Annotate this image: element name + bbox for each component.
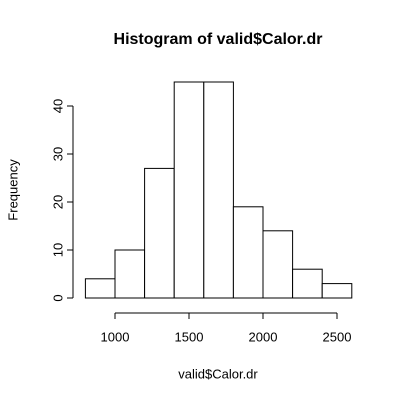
x-tick-label: 2000 xyxy=(249,329,278,344)
bar xyxy=(173,81,205,299)
bar xyxy=(84,278,116,299)
bar xyxy=(232,206,264,299)
y-tick-label: 30 xyxy=(50,147,65,161)
bar xyxy=(321,283,353,299)
bar xyxy=(144,167,175,299)
x-axis-title: valid$Calor.dr xyxy=(178,366,258,381)
x-tick-label: 1500 xyxy=(175,329,204,344)
bar xyxy=(262,230,294,299)
bar xyxy=(292,268,323,299)
bar xyxy=(114,249,146,299)
y-tick-label: 10 xyxy=(50,243,65,257)
y-axis-title: Frequency xyxy=(5,159,20,221)
x-tick-label: 1000 xyxy=(101,329,130,344)
x-tick-label: 2500 xyxy=(323,329,352,344)
chart-title: Histogram of valid$Calor.dr xyxy=(114,31,323,48)
bar xyxy=(203,81,234,299)
y-tick-label: 20 xyxy=(50,195,65,209)
y-tick-label: 40 xyxy=(50,99,65,113)
y-tick-label: 0 xyxy=(50,294,65,301)
